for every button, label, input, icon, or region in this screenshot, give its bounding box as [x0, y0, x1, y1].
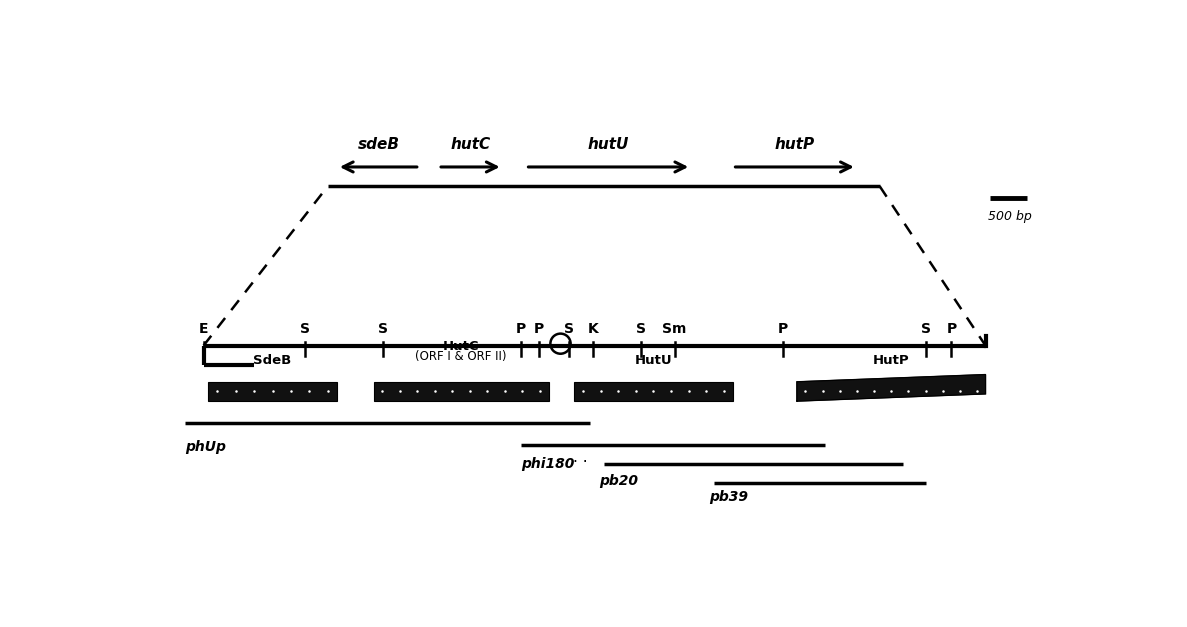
Text: S: S	[921, 322, 931, 336]
Text: Sm: Sm	[662, 322, 687, 336]
Text: phi180: phi180	[521, 456, 575, 471]
Text: HutU: HutU	[635, 354, 672, 367]
Text: S: S	[564, 322, 573, 336]
Text: phUp: phUp	[185, 440, 226, 454]
Text: HutC: HutC	[443, 340, 480, 353]
Text: SdeB: SdeB	[254, 354, 292, 367]
Text: hutP: hutP	[775, 137, 814, 152]
Text: S: S	[377, 322, 388, 336]
Text: E: E	[198, 322, 209, 336]
Text: 500 bp: 500 bp	[989, 211, 1032, 223]
Bar	[374, 382, 548, 401]
Text: P: P	[516, 322, 526, 336]
Text: (ORF I & ORF II): (ORF I & ORF II)	[415, 349, 507, 362]
Text: sdeB: sdeB	[357, 137, 399, 152]
Text: pb39: pb39	[710, 490, 749, 505]
Text: P: P	[534, 322, 545, 336]
Text: hutU: hutU	[588, 137, 629, 152]
Text: K: K	[588, 322, 598, 336]
Text: HutP: HutP	[872, 354, 909, 367]
Text: S: S	[635, 322, 646, 336]
Text: P: P	[777, 322, 788, 336]
Text: pb20: pb20	[599, 473, 639, 488]
Bar	[208, 382, 337, 401]
Bar	[575, 382, 732, 401]
Text: hutC: hutC	[450, 137, 490, 152]
Text: · ·: · ·	[573, 455, 588, 470]
Text: S: S	[300, 322, 310, 336]
Text: P: P	[946, 322, 957, 336]
Polygon shape	[796, 374, 985, 401]
